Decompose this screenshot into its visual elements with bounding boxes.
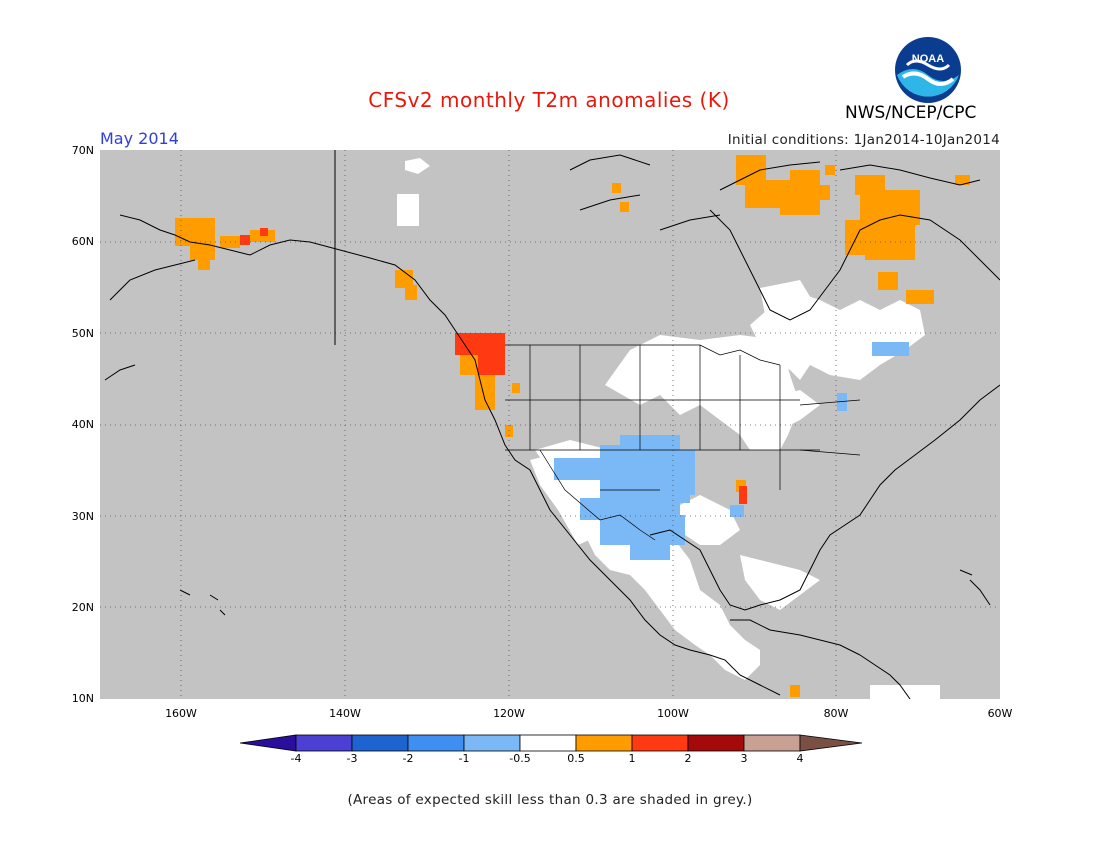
cool-anomalies [554, 342, 909, 560]
lon-label-140w: 140W [329, 707, 361, 720]
lat-label-20n: 20N [71, 601, 94, 614]
colorbar-tick: -4 [290, 752, 302, 765]
lat-label-60n: 60N [71, 235, 94, 248]
noaa-logo: NOAA [895, 37, 961, 103]
coastlines [104, 150, 1000, 699]
colorbar-bin [687, 734, 745, 752]
colorbar-bin [463, 734, 521, 752]
colorbar-tick: -1 [458, 752, 470, 765]
footnote: (Areas of expected skill less than 0.3 a… [347, 792, 753, 808]
colorbar-tick: 0.5 [567, 752, 585, 765]
colorbar-tick: 3 [740, 752, 748, 765]
colorbar [240, 734, 862, 752]
lon-label-60w: 60W [987, 707, 1013, 720]
map-title: CFSv2 monthly T2m anomalies (K) [368, 88, 730, 112]
lat-label-30n: 30N [71, 510, 94, 523]
colorbar-bin [351, 734, 409, 752]
colorbar-arrow-high [799, 734, 862, 752]
colorbar-bin [631, 734, 689, 752]
state-borders [505, 344, 861, 541]
colorbar-bin [743, 734, 801, 752]
lon-label-120w: 120W [493, 707, 525, 720]
colorbar-tick: 2 [684, 752, 692, 765]
colorbar-tick: -0.5 [509, 752, 531, 765]
colorbar-tick: 4 [796, 752, 804, 765]
colorbar-bin [407, 734, 465, 752]
colorbar-arrow-low [240, 734, 297, 752]
lat-label-50n: 50N [71, 327, 94, 340]
colorbar-tick: -3 [346, 752, 358, 765]
lon-label-160w: 160W [165, 707, 197, 720]
colorbar-tick: 1 [628, 752, 636, 765]
anomaly-map [100, 150, 1000, 699]
month-label: May 2014 [100, 129, 179, 148]
svg-text:NOAA: NOAA [912, 53, 944, 65]
colorbar-bin [575, 734, 633, 752]
map-grid [100, 150, 1000, 699]
initial-conditions-label: Initial conditions: 1Jan2014-10Jan2014 [727, 132, 1000, 148]
colorbar-bin [295, 734, 353, 752]
lat-label-70n: 70N [71, 144, 94, 157]
colorbar-bin [519, 734, 577, 752]
colorbar-tick: -2 [402, 752, 414, 765]
lat-label-40n: 40N [71, 418, 94, 431]
lon-label-100w: 100W [657, 707, 689, 720]
agency-label: NWS/NCEP/CPC [845, 103, 977, 123]
lon-label-80w: 80W [823, 707, 849, 720]
lat-label-10n: 10N [71, 692, 94, 705]
